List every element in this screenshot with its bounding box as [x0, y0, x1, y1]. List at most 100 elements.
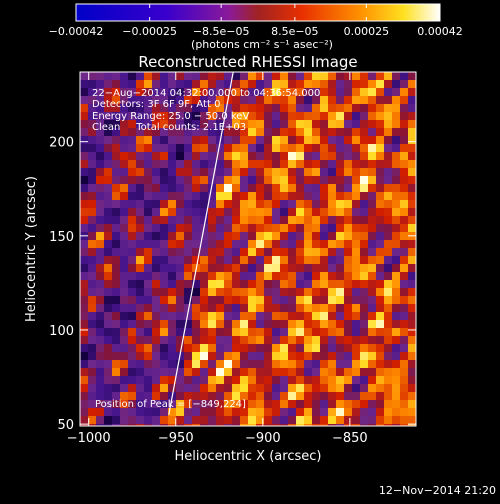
annotation-time: 22−Aug−2014 04:32:00.000 to 04:36:54.000	[92, 88, 320, 99]
heatmap-cell	[328, 264, 336, 272]
heatmap-cell	[360, 424, 368, 426]
heatmap-cell	[400, 88, 408, 96]
heatmap-cell	[280, 360, 288, 368]
heatmap-cell	[312, 424, 320, 426]
heatmap-cell	[288, 312, 296, 320]
heatmap-cell	[120, 216, 128, 224]
heatmap-cell	[264, 152, 272, 160]
heatmap-cell	[312, 240, 320, 248]
heatmap-cell	[96, 112, 104, 120]
heatmap-cell	[96, 240, 104, 248]
heatmap-cell	[80, 384, 88, 392]
heatmap-cell	[328, 376, 336, 384]
heatmap-cell	[248, 280, 256, 288]
heatmap-cell	[264, 416, 272, 424]
heatmap-cell	[320, 344, 328, 352]
heatmap-cell	[120, 368, 128, 376]
heatmap-cell	[104, 144, 112, 152]
heatmap-cell	[128, 384, 136, 392]
heatmap-cell	[112, 176, 120, 184]
heatmap-cell	[280, 384, 288, 392]
heatmap-cell	[104, 320, 112, 328]
heatmap-cell	[112, 144, 120, 152]
heatmap-cell	[280, 232, 288, 240]
heatmap-cell	[408, 344, 416, 352]
heatmap-cell	[200, 312, 208, 320]
heatmap-cell	[136, 344, 144, 352]
heatmap-cell	[368, 216, 376, 224]
heatmap-cell	[400, 312, 408, 320]
heatmap-cell	[224, 328, 232, 336]
heatmap-cell	[384, 328, 392, 336]
heatmap-cell	[232, 280, 240, 288]
heatmap-cell	[216, 104, 224, 112]
heatmap-cell	[176, 288, 184, 296]
heatmap-cell	[352, 104, 360, 112]
heatmap-cell	[376, 416, 384, 424]
heatmap-cell	[208, 264, 216, 272]
heatmap-cell	[392, 336, 400, 344]
heatmap-cell	[216, 240, 224, 248]
heatmap-cell	[80, 200, 88, 208]
heatmap-cell	[128, 296, 136, 304]
heatmap-cell	[280, 208, 288, 216]
heatmap-cell	[336, 88, 344, 96]
heatmap-cell	[376, 240, 384, 248]
heatmap-cell	[384, 312, 392, 320]
heatmap-cell	[216, 208, 224, 216]
heatmap-cell	[384, 200, 392, 208]
heatmap-cell	[248, 88, 256, 96]
annotation-counts: Clean Total counts: 2.1E+03	[92, 122, 246, 133]
heatmap-cell	[144, 152, 152, 160]
heatmap-cell	[392, 344, 400, 352]
heatmap-cell	[296, 400, 304, 408]
heatmap-cell	[272, 160, 280, 168]
heatmap-cell	[104, 176, 112, 184]
heatmap-cell	[208, 392, 216, 400]
heatmap-cell	[112, 400, 120, 408]
heatmap-cell	[112, 160, 120, 168]
heatmap-cell	[280, 352, 288, 360]
heatmap-cell	[224, 392, 232, 400]
heatmap-cell	[296, 80, 304, 88]
heatmap-cell	[328, 280, 336, 288]
heatmap-cell	[88, 192, 96, 200]
heatmap-cell	[120, 232, 128, 240]
heatmap-cell	[400, 224, 408, 232]
heatmap-cell	[408, 352, 416, 360]
heatmap-cell	[128, 416, 136, 424]
heatmap-cell	[408, 296, 416, 304]
heatmap-cell	[288, 328, 296, 336]
heatmap-cell	[272, 88, 280, 96]
heatmap-cell	[184, 336, 192, 344]
heatmap-cell	[240, 256, 248, 264]
heatmap-cell	[336, 208, 344, 216]
heatmap-cell	[224, 224, 232, 232]
heatmap-cell	[400, 360, 408, 368]
heatmap-cell	[312, 272, 320, 280]
heatmap-cell	[192, 296, 200, 304]
heatmap-cell	[232, 200, 240, 208]
heatmap-cell	[144, 360, 152, 368]
heatmap-cell	[80, 320, 88, 328]
heatmap-cell	[176, 400, 184, 408]
heatmap-cell	[408, 312, 416, 320]
heatmap-cell	[296, 376, 304, 384]
heatmap-cell	[408, 376, 416, 384]
heatmap-cell	[400, 96, 408, 104]
heatmap-cell	[232, 80, 240, 88]
heatmap-cell	[192, 328, 200, 336]
heatmap-cell	[360, 256, 368, 264]
heatmap-cell	[360, 392, 368, 400]
heatmap-cell	[128, 352, 136, 360]
heatmap-cell	[200, 192, 208, 200]
heatmap-cell	[312, 336, 320, 344]
heatmap-cell	[248, 416, 256, 424]
heatmap-cell	[184, 232, 192, 240]
heatmap-cell	[336, 336, 344, 344]
heatmap-cell	[152, 160, 160, 168]
heatmap-cell	[328, 416, 336, 424]
heatmap-cell	[312, 320, 320, 328]
heatmap-cell	[352, 328, 360, 336]
